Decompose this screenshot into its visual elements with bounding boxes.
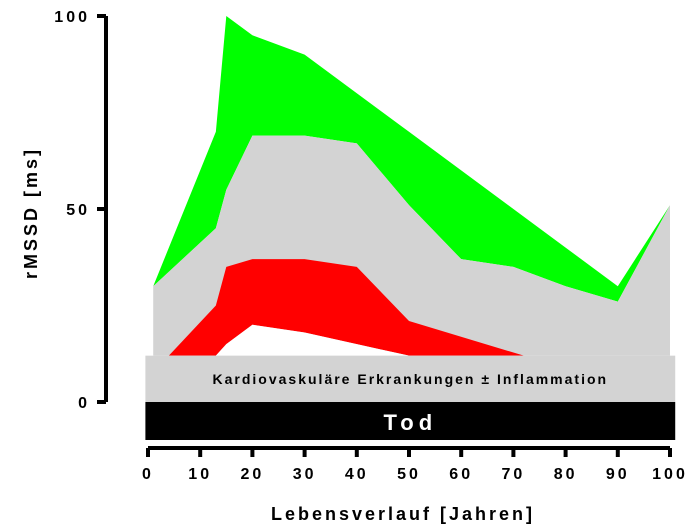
x-tick-label: 40 <box>345 466 369 483</box>
disease-band-label: Kardiovaskuläre Erkrankungen ± Inflammat… <box>213 371 609 387</box>
y-axis-title: rMSSD [ms] <box>21 147 41 279</box>
x-axis: 0 10 20 30 40 50 60 70 80 90 100 <box>142 446 688 483</box>
x-tick-label: 80 <box>554 466 578 483</box>
x-tick-label: 10 <box>188 466 212 483</box>
x-tick-label: 20 <box>241 466 265 483</box>
x-tick-label: 100 <box>652 466 688 483</box>
red-area <box>168 259 524 356</box>
x-axis-title: Lebensverlauf [Jahren] <box>271 504 535 524</box>
x-tick-label: 90 <box>606 466 630 483</box>
x-tick-label: 60 <box>449 466 473 483</box>
x-tick-label: 50 <box>397 466 421 483</box>
y-axis: 0 50 100 <box>54 9 108 412</box>
plot-area: Kardiovaskuläre Erkrankungen ± Inflammat… <box>145 16 676 440</box>
x-tick-label: 0 <box>142 466 154 483</box>
x-tick-label: 70 <box>502 466 526 483</box>
disease-band <box>145 355 676 402</box>
white-area <box>168 324 524 356</box>
death-band <box>145 402 676 440</box>
y-tick-label: 100 <box>54 9 90 26</box>
death-band-label: Tod <box>383 410 437 435</box>
y-tick-label: 0 <box>78 395 90 412</box>
y-tick-label: 50 <box>66 202 90 219</box>
green-area <box>153 16 671 302</box>
x-tick-label: 30 <box>293 466 317 483</box>
